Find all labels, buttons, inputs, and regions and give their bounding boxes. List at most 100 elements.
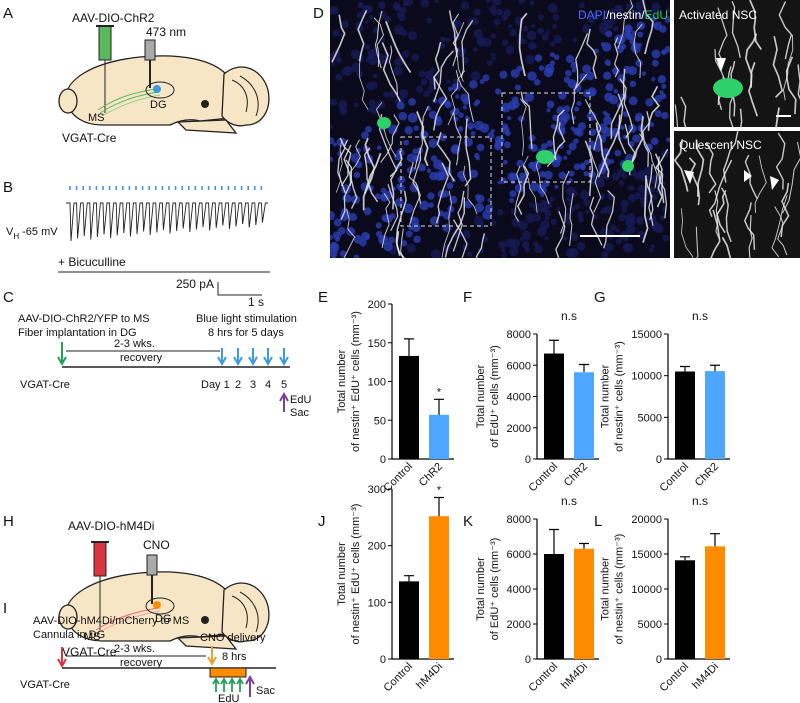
nucleus [563,105,571,113]
x-tick-label: Control [527,461,561,495]
region-label: MS [84,631,101,643]
y-tick-label: 100 [368,597,386,609]
fiber [435,162,450,224]
nucleus [500,248,506,253]
micrograph-texture [330,0,670,258]
nucleus [457,126,464,132]
fiber [340,159,353,221]
nucleus [635,1,644,11]
nucleus [573,163,581,171]
nucleus [618,180,625,187]
nucleus [651,194,658,201]
fiber [602,189,615,249]
y-tick-label: 0 [380,454,386,466]
nucleus [490,128,495,134]
nucleus [536,226,547,237]
fiber [343,208,356,258]
y-tick-label: 6000 [507,549,531,561]
holding-label: VH -65 mV [6,226,58,241]
nucleus [364,19,369,24]
nucleus [641,71,647,76]
fiber [617,0,634,49]
nucleus [369,14,374,20]
arrows [212,677,244,692]
fiber [588,147,602,213]
nucleus [446,182,454,190]
nucleus [501,39,509,46]
fiber [441,190,452,258]
nucleus [580,11,585,16]
nucleus [630,186,635,191]
fiber [586,28,598,80]
fiber [517,165,530,215]
roi-box [400,136,492,227]
nucleus [516,159,525,168]
nucleus [629,80,637,88]
nucleus [420,78,428,86]
nucleus [601,207,608,214]
nucleus [377,145,382,150]
nucleus [578,2,585,9]
fiber [433,41,442,90]
fiber [444,197,466,258]
nucleus [407,112,418,123]
error-bar [549,528,559,554]
fiber [705,142,717,194]
nucleus [577,211,584,218]
region-label: DG [155,613,172,625]
nucleus [612,130,617,136]
stain-edu: EdU [645,8,668,22]
bar [544,353,564,459]
nucleus [447,205,455,213]
nucleus [496,8,504,16]
panel-letter: G [594,289,606,306]
nucleus [577,216,584,223]
fiber [520,98,527,156]
arrow [207,646,217,667]
nucleus [453,19,462,28]
nucleus [595,177,605,188]
fiber [731,0,741,58]
nucleus [388,91,396,99]
nucleus [602,110,607,116]
nucleus [375,230,383,238]
fiber [463,165,478,215]
fiber [782,34,794,101]
projection [97,81,175,117]
nucleus [634,171,643,180]
panel-letter: F [463,289,472,306]
nucleus [473,101,479,107]
nucleus [466,251,473,258]
nucleus [651,59,659,67]
significance: n.s [561,494,577,508]
fiber [447,70,466,126]
nucleus [413,125,419,131]
nucleus [482,74,490,82]
fiber [628,116,644,169]
nucleus [588,128,597,137]
nucleus [519,236,524,242]
panel-letter: C [3,289,14,306]
y-tick-label: 150 [368,338,386,350]
nucleus [339,107,348,115]
nucleus [632,134,641,143]
nucleus [338,99,348,109]
nucleus [510,207,518,215]
nucleus [538,65,545,71]
mouse-label: VGAT-Cre [62,645,117,659]
nucleus [397,175,406,184]
nucleus [583,171,589,177]
scale-label: 1 s [248,295,264,309]
nucleus [419,200,429,211]
y-axis-label: of nestin⁺ EdU⁺ cells (mm⁻³) [350,504,362,645]
nucleus [380,187,387,194]
fiber [522,155,538,213]
fiber [748,214,753,258]
nucleus [591,12,600,21]
panel-letter: J [318,513,326,530]
nucleus [378,1,386,9]
nucleus [490,33,497,39]
scale-bar [217,282,262,296]
nucleus [548,3,558,13]
fiber [584,140,594,197]
